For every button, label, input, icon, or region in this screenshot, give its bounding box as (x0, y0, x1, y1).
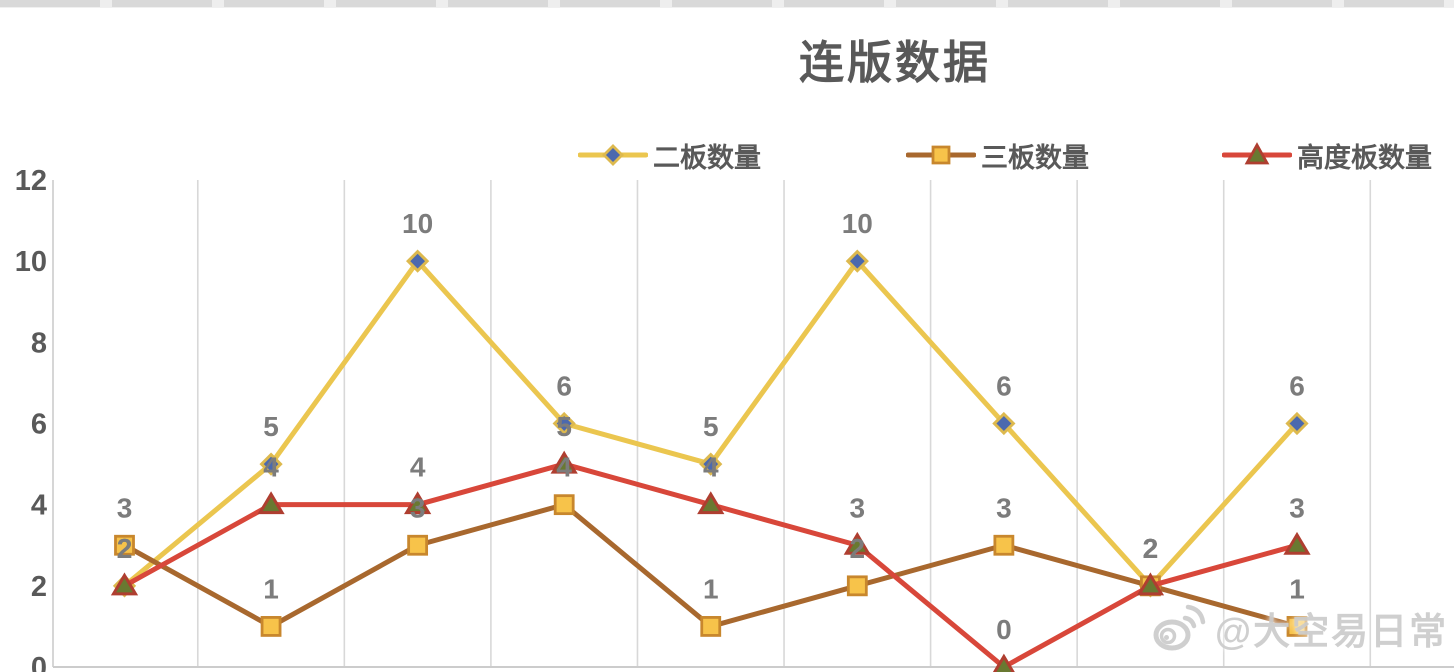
legend-item-高度板数量: 高度板数量 (1222, 138, 1432, 173)
data-point-diamond (845, 249, 869, 273)
data-label: 6 (1289, 371, 1305, 402)
data-label: 3 (1289, 492, 1305, 523)
data-label: 1 (703, 573, 719, 604)
data-point-triangle (1283, 531, 1311, 555)
data-point-diamond (552, 411, 576, 436)
data-point-square (553, 494, 575, 516)
legend-key-triangle-icon (1222, 142, 1292, 165)
data-label: 4 (703, 452, 719, 483)
data-label: 4 (263, 452, 279, 483)
data-label: 2 (1143, 533, 1159, 564)
chart-title: 连版数据 (798, 37, 992, 88)
data-point-square (993, 534, 1015, 556)
data-point-triangle (1136, 572, 1165, 596)
data-point-diamond (992, 411, 1016, 436)
data-point-square (260, 616, 282, 637)
legend-label: 高度板数量 (1297, 142, 1432, 173)
y-tick-label: 12 (15, 165, 47, 197)
data-point-triangle (257, 491, 285, 515)
data-point-diamond (1285, 411, 1309, 436)
data-point-triangle (110, 572, 139, 596)
data-label: 5 (703, 411, 719, 442)
data-point-diamond (699, 452, 723, 476)
data-point-triangle (843, 531, 871, 555)
data-point-square (846, 575, 868, 597)
data-point-triangle (992, 653, 1015, 672)
data-point-diamond (406, 249, 430, 273)
watermark-text: @大空易日常 (1215, 611, 1449, 652)
legend-key-diamond-icon (578, 144, 648, 166)
data-label: 0 (996, 614, 1012, 645)
data-label: 2 (117, 533, 133, 564)
weibo-logo-icon (1153, 604, 1206, 651)
data-label: 6 (996, 371, 1012, 402)
watermark: @大空易日常 (1150, 601, 1448, 655)
legend-label: 三板数量 (981, 142, 1089, 173)
square-marker-icon (931, 145, 951, 165)
y-tick-label: 8 (31, 327, 47, 359)
series-line-三板数量 (122, 502, 1300, 629)
data-label: 3 (117, 492, 133, 523)
y-tick-label: 4 (31, 490, 47, 522)
data-label: 2 (117, 533, 133, 564)
data-label: 4 (556, 452, 572, 483)
data-label: 6 (556, 371, 572, 402)
data-label: 3 (410, 492, 426, 523)
data-label: 2 (1143, 533, 1159, 564)
y-tick-label: 2 (31, 571, 47, 603)
data-label: 5 (556, 411, 572, 442)
data-point-square (700, 616, 722, 637)
data-point-triangle (550, 450, 578, 474)
data-point-square (114, 534, 135, 556)
data-label: 5 (263, 411, 279, 442)
data-label: 2 (850, 533, 866, 564)
y-tick-label: 0 (31, 652, 47, 672)
legend-key-square-icon (906, 145, 976, 165)
data-label: 2 (1143, 533, 1159, 564)
legend-item-三板数量: 三板数量 (906, 138, 1089, 173)
data-point-square (1286, 616, 1308, 637)
legend-item-二板数量: 二板数量 (578, 138, 761, 173)
triangle-marker-icon (1244, 142, 1270, 165)
legend-label: 二板数量 (653, 142, 761, 173)
data-label: 1 (1289, 573, 1305, 604)
data-label: 1 (263, 573, 279, 604)
diamond-marker-icon (602, 144, 624, 166)
data-label: 3 (996, 492, 1012, 523)
data-label: 4 (410, 452, 426, 483)
data-point-triangle (403, 491, 432, 515)
data-label: 10 (402, 208, 433, 239)
y-tick-label: 10 (15, 246, 47, 278)
data-point-triangle (697, 491, 725, 515)
data-point-diamond (259, 452, 283, 476)
data-point-square (407, 534, 429, 556)
chart-legend: 二板数量 三板数量 高度板数量 (0, 138, 1454, 174)
data-label: 10 (842, 208, 873, 239)
y-tick-label: 6 (31, 409, 47, 441)
data-label: 3 (850, 492, 866, 523)
top-strip (0, 0, 1454, 8)
